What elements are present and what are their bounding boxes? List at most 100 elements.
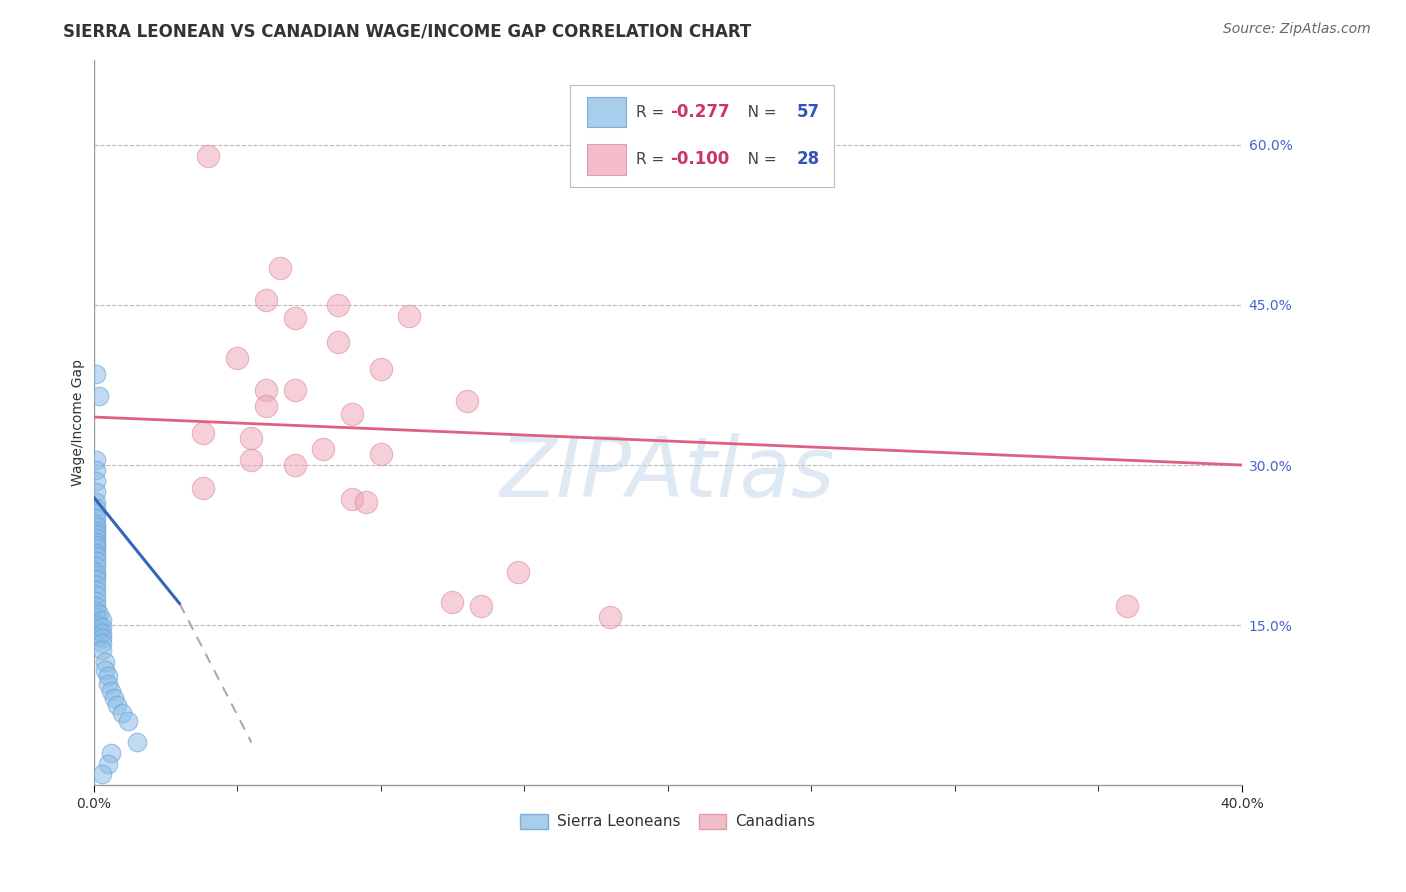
Point	[191, 425, 214, 440]
Point	[340, 492, 363, 507]
Point	[86, 588, 108, 602]
FancyBboxPatch shape	[569, 85, 834, 186]
Point	[86, 534, 108, 549]
FancyBboxPatch shape	[588, 145, 626, 175]
Point	[103, 690, 125, 705]
Point	[441, 594, 464, 608]
Point	[125, 735, 148, 749]
Point	[326, 298, 349, 312]
Point	[283, 458, 305, 472]
Legend: Sierra Leoneans, Canadians: Sierra Leoneans, Canadians	[515, 808, 821, 836]
Point	[599, 609, 621, 624]
Point	[86, 554, 108, 568]
Point	[89, 618, 111, 632]
Point	[86, 538, 108, 552]
Text: ZIPAtlas: ZIPAtlas	[501, 433, 835, 514]
Text: -0.100: -0.100	[671, 151, 730, 169]
Point	[86, 500, 108, 515]
Point	[91, 620, 114, 634]
Point	[97, 669, 120, 683]
Point	[86, 609, 108, 624]
Point	[283, 310, 305, 325]
Point	[370, 362, 392, 376]
Point	[89, 629, 111, 643]
Point	[240, 452, 263, 467]
Point	[86, 577, 108, 591]
Point	[370, 447, 392, 461]
Text: R =: R =	[636, 104, 669, 120]
Text: N =: N =	[733, 152, 782, 167]
Point	[283, 384, 305, 398]
Text: R =: R =	[636, 152, 669, 167]
Text: 57: 57	[796, 103, 820, 121]
Point	[86, 484, 108, 499]
Point	[89, 389, 111, 403]
Point	[86, 511, 108, 525]
Point	[91, 767, 114, 781]
Point	[86, 516, 108, 531]
Point	[86, 527, 108, 541]
Point	[269, 260, 291, 275]
Point	[91, 631, 114, 645]
Point	[86, 520, 108, 534]
Text: Source: ZipAtlas.com: Source: ZipAtlas.com	[1223, 22, 1371, 37]
Point	[86, 615, 108, 630]
Point	[91, 636, 114, 650]
Point	[86, 568, 108, 582]
Point	[91, 625, 114, 640]
Point	[89, 624, 111, 638]
Point	[398, 309, 420, 323]
Point	[86, 599, 108, 613]
Point	[456, 394, 478, 409]
Y-axis label: Wage/Income Gap: Wage/Income Gap	[72, 359, 86, 486]
Point	[105, 698, 128, 712]
Point	[86, 572, 108, 586]
Point	[86, 368, 108, 382]
Point	[191, 482, 214, 496]
Point	[86, 541, 108, 556]
Point	[1116, 599, 1139, 613]
Point	[91, 613, 114, 627]
Point	[86, 559, 108, 574]
Point	[86, 495, 108, 509]
Point	[91, 642, 114, 657]
FancyBboxPatch shape	[588, 97, 626, 128]
Point	[94, 663, 117, 677]
Point	[89, 607, 111, 622]
Point	[100, 746, 122, 760]
Point	[86, 545, 108, 559]
Point	[86, 506, 108, 520]
Text: -0.277: -0.277	[671, 103, 730, 121]
Text: SIERRA LEONEAN VS CANADIAN WAGE/INCOME GAP CORRELATION CHART: SIERRA LEONEAN VS CANADIAN WAGE/INCOME G…	[63, 22, 752, 40]
Point	[86, 524, 108, 538]
Point	[100, 684, 122, 698]
Point	[86, 593, 108, 607]
Point	[86, 549, 108, 563]
Point	[97, 756, 120, 771]
Point	[470, 599, 492, 613]
Point	[111, 706, 134, 720]
Point	[94, 656, 117, 670]
Point	[86, 452, 108, 467]
Point	[254, 400, 277, 414]
Point	[340, 407, 363, 421]
Point	[86, 582, 108, 597]
Point	[86, 531, 108, 545]
Point	[254, 293, 277, 307]
Point	[508, 565, 530, 579]
Point	[117, 714, 139, 728]
Point	[312, 442, 335, 456]
Point	[86, 474, 108, 488]
Point	[356, 495, 378, 509]
Point	[86, 621, 108, 635]
Point	[226, 351, 249, 366]
Point	[254, 384, 277, 398]
Text: N =: N =	[733, 104, 782, 120]
Point	[86, 604, 108, 618]
Text: 28: 28	[796, 151, 820, 169]
Point	[97, 677, 120, 691]
Point	[86, 463, 108, 477]
Point	[86, 565, 108, 579]
Point	[326, 335, 349, 350]
Point	[197, 148, 219, 162]
